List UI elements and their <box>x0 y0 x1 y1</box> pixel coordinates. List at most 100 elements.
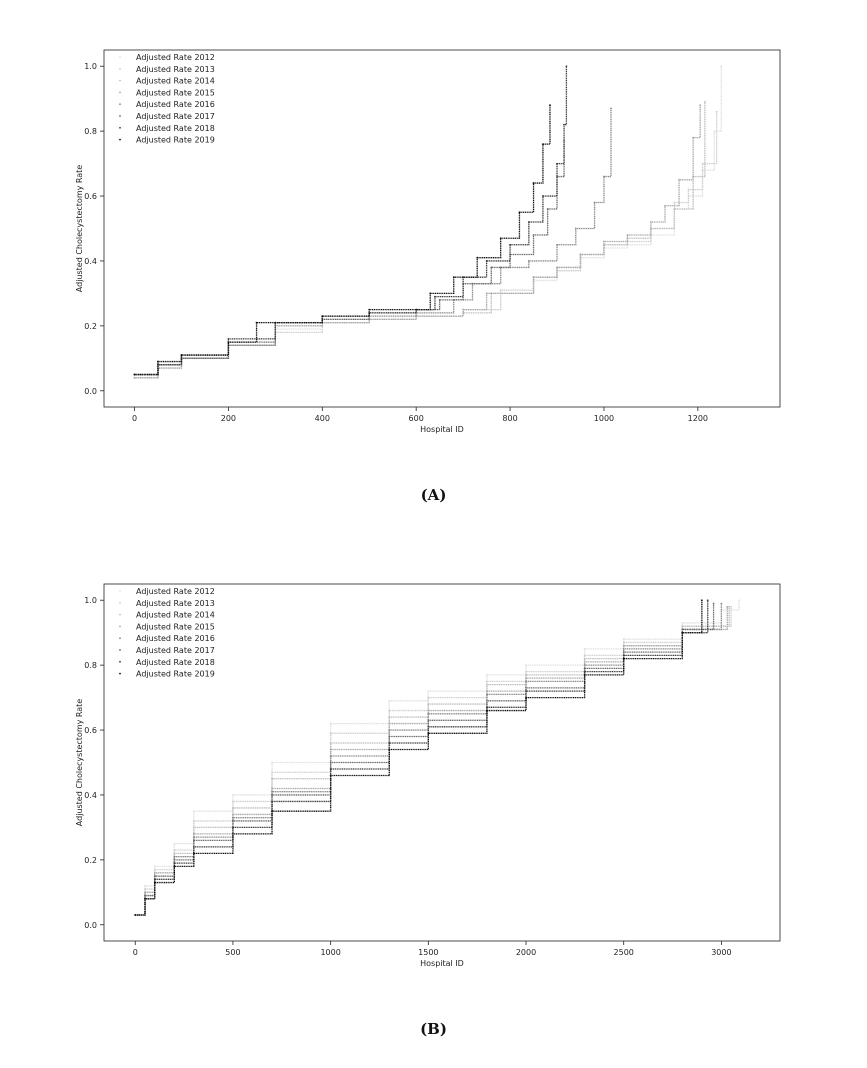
x-tick-label: 0 <box>133 948 138 957</box>
data-point <box>525 686 527 689</box>
data-point <box>427 709 430 712</box>
series-line <box>135 600 740 916</box>
series-1 <box>134 599 740 916</box>
series-5 <box>134 602 723 916</box>
plot-frame <box>103 49 781 408</box>
y-tick-label: 0.8 <box>84 127 97 136</box>
data-point <box>563 123 565 126</box>
legend-marker <box>119 67 121 70</box>
data-point <box>738 599 740 602</box>
x-tick-label: 1000 <box>594 414 614 423</box>
data-point <box>173 849 176 852</box>
data-point <box>546 208 549 210</box>
data-point <box>703 101 706 103</box>
x-tick-label: 1000 <box>320 948 340 957</box>
y-tick-label: 0.2 <box>84 322 97 331</box>
series-line <box>135 606 728 916</box>
data-point <box>232 807 234 809</box>
data-point <box>593 201 596 204</box>
series-2 <box>134 605 733 916</box>
data-point <box>144 891 146 894</box>
x-tick-label: 400 <box>315 414 330 423</box>
data-point <box>321 315 324 318</box>
series-line <box>134 111 718 379</box>
legend-marker <box>119 79 121 82</box>
legend-entry: Adjusted Rate 2017 <box>136 112 215 121</box>
data-point <box>583 670 586 673</box>
series-line <box>134 101 706 379</box>
data-point <box>583 660 586 663</box>
data-point <box>525 677 527 680</box>
y-axis-label: Adjusted Cholecystectomy Rate <box>75 699 84 827</box>
data-point <box>603 240 605 243</box>
data-point <box>720 65 723 68</box>
data-point <box>438 299 441 301</box>
data-point <box>144 894 146 897</box>
legend-marker <box>119 91 121 94</box>
data-point <box>134 914 137 916</box>
data-point <box>583 657 586 660</box>
data-point <box>622 651 625 654</box>
plot-frame <box>103 583 781 942</box>
data-point <box>715 110 718 113</box>
series-3 <box>133 101 706 379</box>
data-point <box>232 816 234 819</box>
data-point <box>542 195 544 197</box>
data-point <box>726 605 729 608</box>
data-point <box>518 211 521 214</box>
data-point <box>486 706 488 709</box>
data-point <box>271 771 273 774</box>
data-point <box>556 243 558 246</box>
x-tick-label: 2000 <box>516 948 536 957</box>
data-point <box>173 862 176 865</box>
legend: Adjusted Rate 2012 Adjusted Rate 2013 Adju… <box>119 53 215 145</box>
data-point <box>486 680 488 683</box>
data-point <box>713 130 716 133</box>
data-point <box>486 673 488 676</box>
x-tick-label: 2500 <box>614 948 634 957</box>
data-point <box>173 865 176 868</box>
data-point <box>452 276 455 279</box>
data-point <box>388 722 391 725</box>
data-point <box>388 748 391 751</box>
data-point <box>427 696 430 699</box>
data-point <box>556 266 558 269</box>
y-tick-label: 0.6 <box>84 726 97 735</box>
series-line <box>135 600 709 916</box>
chart-b: 0 500 1000 1500 2000 2500 3000 0.0 0.2 0.4 0.6 0.8 1… <box>75 583 781 968</box>
y-tick-label: 0.4 <box>84 257 97 266</box>
data-point <box>415 308 418 311</box>
series-1 <box>133 65 723 379</box>
series-line <box>135 606 732 916</box>
data-point <box>542 143 544 146</box>
data-point <box>692 136 695 139</box>
x-tick-label: 1500 <box>418 948 438 957</box>
data-point <box>626 234 629 236</box>
data-point <box>532 234 535 236</box>
data-point <box>232 826 234 829</box>
data-point <box>271 790 273 793</box>
y-tick-label: 0.8 <box>84 661 97 670</box>
data-point <box>525 670 527 673</box>
data-point <box>192 845 195 848</box>
legend: Adjusted Rate 2012 Adjusted Rate 2013 Adju… <box>119 587 215 679</box>
legend-entry: Adjusted Rate 2017 <box>136 646 215 655</box>
legend-marker <box>119 126 121 129</box>
x-tick-label: 1200 <box>688 414 708 423</box>
data-point <box>525 690 527 692</box>
data-point <box>486 683 488 686</box>
data-point <box>144 884 146 887</box>
data-point <box>556 162 558 165</box>
data-point <box>532 182 535 184</box>
legend-marker <box>119 115 121 117</box>
panel-label-b: (B) <box>420 1020 447 1038</box>
data-point <box>681 625 684 628</box>
data-point <box>388 735 391 738</box>
data-point <box>329 722 332 725</box>
data-point <box>427 725 430 728</box>
data-point <box>388 729 391 731</box>
data-point <box>681 628 684 631</box>
data-point <box>486 693 488 696</box>
data-point <box>271 794 273 796</box>
series-line <box>135 606 730 916</box>
